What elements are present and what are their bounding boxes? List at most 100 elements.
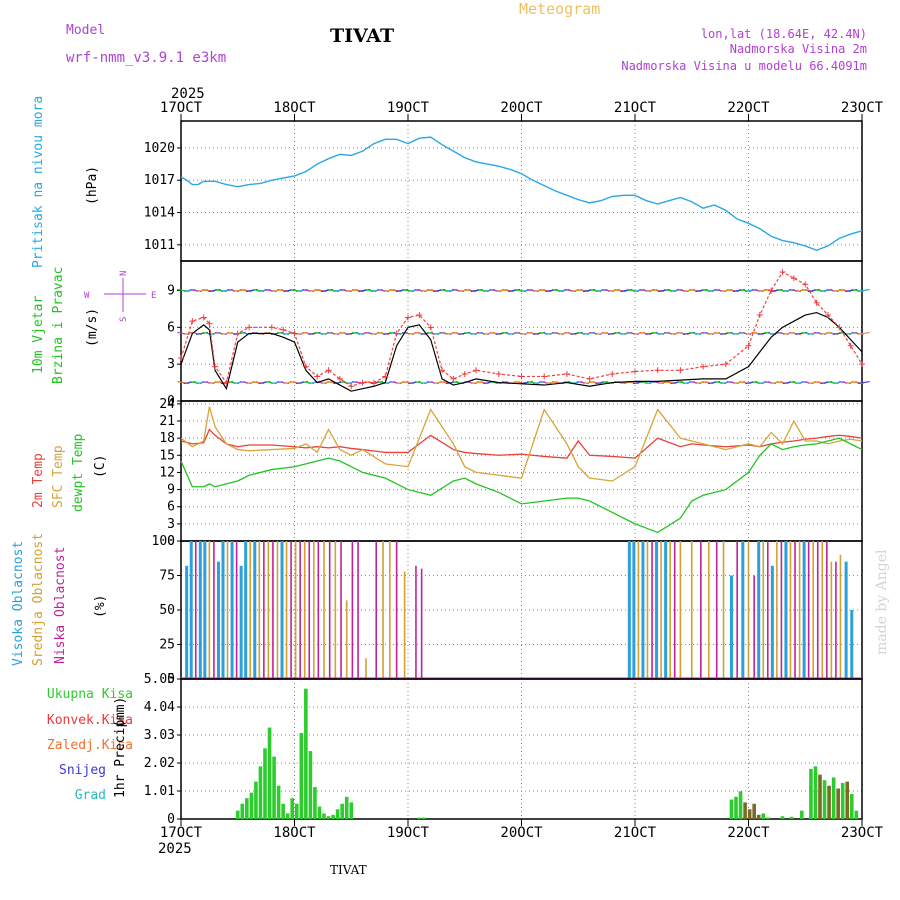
cloud-bar — [789, 541, 792, 679]
compass-rose: N W E S — [84, 271, 156, 322]
wind-gust-marker — [302, 363, 309, 370]
dewpt-label: dewpt Temp — [71, 434, 86, 512]
cloud-bar — [736, 541, 738, 679]
compass-n: N — [119, 271, 129, 276]
top-date-labels: 17OCT 18OCT 19OCT 20OCT 21OCT 22OCT 23OCT — [160, 100, 884, 121]
cloud-bar — [294, 541, 297, 679]
cloud-bar — [762, 541, 765, 679]
precip-tick-label: 4.04 — [144, 700, 175, 715]
pressure-tick-label: 1017 — [144, 173, 175, 188]
cloud-bar — [679, 541, 682, 679]
cloud-bar — [835, 561, 837, 679]
precip-bar — [272, 756, 276, 819]
cloud-bar — [747, 541, 750, 679]
wind-gust-marker — [223, 379, 230, 386]
precip-tick-label: 0 — [167, 812, 175, 827]
bottom-date-label: 17OCT — [160, 825, 203, 841]
year-bottom: 2025 — [158, 841, 192, 857]
cloud-bar — [839, 554, 842, 679]
cloud-bar — [707, 541, 710, 679]
wind-gust-marker — [370, 379, 377, 386]
wind-gust-marker — [291, 330, 298, 337]
wind-gust-marker — [206, 320, 213, 327]
top-date-label: 18OCT — [273, 100, 316, 116]
wind-gust-marker — [813, 299, 820, 306]
precip-bar — [422, 817, 426, 819]
clouds-tick-label: 100 — [152, 534, 175, 549]
wind-gust-marker — [847, 342, 854, 349]
cloud-bar — [715, 541, 718, 679]
cloud-bar — [798, 541, 801, 679]
top-date-label: 19OCT — [387, 100, 430, 116]
precip-legend: Ukupna Kisa Konvek.Kisa Zaledj.Kisa Snij… — [47, 687, 133, 803]
precip-bar — [331, 814, 335, 819]
wind-gust-marker — [359, 379, 366, 386]
cloud-bar — [807, 541, 810, 679]
precip-bar — [294, 803, 299, 819]
cloud-bar — [669, 541, 671, 679]
cloud-bar — [216, 561, 220, 679]
compass-e: E — [151, 291, 156, 301]
wind-gust-marker — [859, 361, 865, 368]
cloud-bar — [299, 541, 301, 679]
cloud-bar — [244, 541, 248, 679]
precip-bar — [831, 777, 836, 819]
wind-gust-marker — [586, 375, 593, 382]
cloud-bar — [646, 541, 649, 679]
cloud-bar — [312, 541, 315, 679]
cloud-bar — [253, 541, 257, 679]
precip-bar — [761, 813, 766, 819]
precip-bar — [326, 816, 331, 819]
cloud-bar — [627, 541, 631, 679]
wind-gust-marker — [348, 383, 355, 390]
wind-arrows — [177, 288, 870, 385]
wind-gust-marker — [416, 312, 423, 319]
cloud-bar — [357, 541, 359, 679]
cloud-bar — [830, 561, 833, 679]
precip-label: 1hr Precip — [113, 720, 128, 798]
cloud-bar — [194, 541, 197, 679]
clouds-panel: 0 25 50 75 100 — [152, 534, 863, 687]
cloud-bar — [641, 541, 645, 679]
model-name: wrf-nmm_v3.9.1 e3km — [66, 50, 226, 66]
wind-mean-line — [180, 311, 863, 392]
temp-line-sfc — [180, 406, 863, 482]
cloud-bar — [826, 541, 828, 679]
wind-gust-marker — [495, 370, 502, 377]
cloud-bar — [722, 541, 725, 679]
precip-bar — [849, 794, 854, 819]
precip-bar — [299, 733, 304, 819]
pressure-panel: 1011 1014 1017 1020 — [144, 120, 863, 262]
wind-gust-marker — [439, 367, 446, 374]
precip-bar — [854, 810, 859, 819]
temperature-tick-label: 3 — [167, 517, 175, 532]
cloud-unit: (%) — [93, 595, 108, 618]
precip-bar — [845, 781, 850, 819]
year-top: 2025 — [171, 86, 205, 102]
wind-gust-marker — [461, 370, 468, 377]
temp2m-label: 2m Temp — [31, 453, 46, 508]
pressure-labels: Pritisak na nivou mora (hPa) — [31, 96, 100, 268]
precip-bar — [822, 780, 827, 819]
precip-bar — [349, 802, 354, 819]
temperature-tick-label: 24 — [159, 397, 175, 412]
top-date-label: 22OCT — [727, 100, 770, 116]
cloud-bar — [780, 541, 783, 679]
cloud-bar — [185, 565, 189, 679]
cloud-bar — [334, 541, 337, 679]
precip-bar — [308, 751, 313, 819]
cloud-bar — [651, 541, 653, 679]
temperature-tick-label: 0 — [167, 534, 175, 549]
temperature-tick-label: 18 — [159, 431, 175, 446]
cloud-bar — [303, 541, 306, 679]
cloud-bar — [741, 541, 745, 679]
clouds-tick-label: 25 — [159, 638, 175, 653]
pressure-label: Pritisak na nivou mora — [31, 96, 46, 268]
cloud-bar — [673, 541, 676, 679]
precip-bar — [752, 803, 756, 819]
cloud-bar — [351, 541, 354, 679]
precip-bar — [245, 798, 249, 819]
temperature-panel: 0 3 6 9 12 15 18 21 24 — [159, 397, 863, 549]
wind-gust-marker — [246, 324, 253, 331]
cloud-bar — [784, 541, 788, 679]
